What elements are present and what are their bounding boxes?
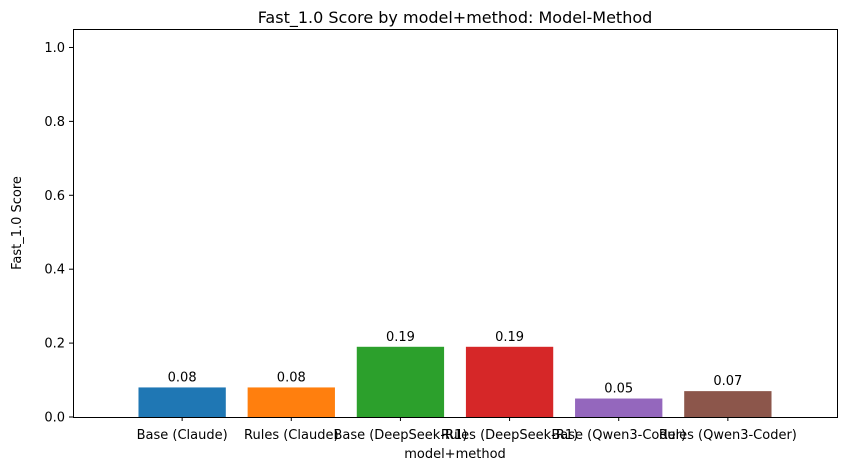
bars-group [138, 346, 772, 417]
bar-1 [247, 387, 335, 417]
value-label-4: 0.05 [604, 382, 633, 397]
bar-3 [465, 346, 554, 417]
bar-4 [575, 398, 663, 417]
x-axis: Base (Claude) Rules (Claude)Base (DeepSee… [137, 417, 797, 443]
x-tick-label-2: Base (DeepSeek-R1) [333, 428, 467, 443]
y-tick-label-2: 0.4 [44, 263, 65, 278]
y-tick-label-5: 1.0 [44, 41, 65, 56]
x-tick-label-1: Rules (Claude) [244, 428, 339, 443]
bar-5 [684, 391, 772, 417]
y-axis-label: Fast_1.0 Score [10, 176, 25, 270]
x-tick-label-0: Base (Claude) [137, 428, 228, 443]
y-axis: 0.0 0.2 0.4 0.6 0.8 1.0 [44, 41, 73, 426]
y-tick-label-4: 0.8 [44, 115, 65, 130]
value-label-5: 0.07 [713, 374, 742, 389]
value-label-3: 0.19 [495, 330, 524, 345]
value-label-1: 0.08 [277, 370, 306, 385]
y-tick-label-1: 0.2 [44, 337, 65, 352]
y-tick-label-0: 0.0 [44, 411, 65, 426]
y-tick-label-3: 0.6 [44, 189, 65, 204]
plot-frame [73, 29, 838, 418]
x-tick-label-4: Base (Qwen3-Coder) [551, 428, 686, 443]
value-label-2: 0.19 [386, 330, 415, 345]
chart-title: Fast_1.0 Score by model+method: Model-Me… [258, 8, 653, 28]
value-label-0: 0.08 [168, 370, 197, 385]
x-axis-label: model+method [404, 447, 506, 462]
bar-0 [138, 387, 226, 417]
x-tick-label-3: Rules (DeepSeek-R1) [441, 428, 578, 443]
x-tick-label-5: Rules (Qwen3-Coder) [659, 428, 797, 443]
value-labels-group: 0.08 0.08 0.19 0.19 0.05 0.07 [168, 330, 743, 397]
bar-2 [356, 346, 445, 417]
